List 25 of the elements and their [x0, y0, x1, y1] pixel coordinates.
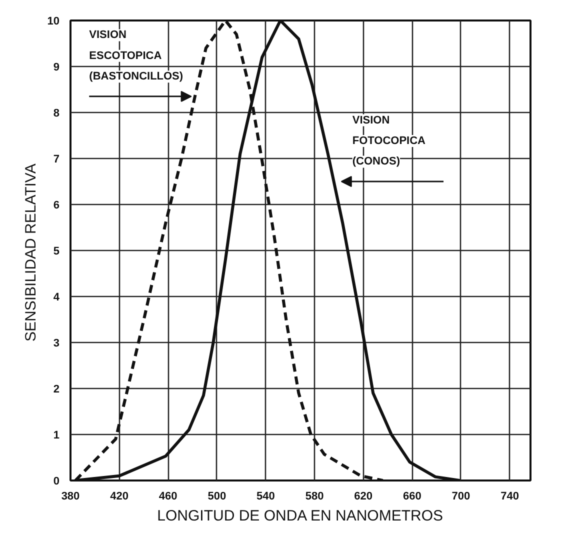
y-tick-label: 4 — [53, 292, 60, 304]
x-tick-label: 540 — [256, 490, 275, 502]
y-tick-label: 5 — [53, 246, 60, 258]
y-tick-label: 9 — [53, 62, 60, 74]
annotation: VISION ESCOTOPICA (BASTONCILLOS) — [89, 29, 184, 83]
x-tick-label: 700 — [452, 490, 470, 502]
x-tick-label: 580 — [305, 490, 324, 502]
y-tick-label: 1 — [53, 430, 60, 442]
x-tick-label: 740 — [500, 490, 519, 502]
x-tick-label: 500 — [208, 490, 226, 502]
y-tick-label: 2 — [53, 384, 60, 396]
x-tick-label: 620 — [354, 490, 373, 502]
y-tick-label: 10 — [47, 16, 60, 28]
y-tick-label: 8 — [53, 108, 60, 120]
x-axis-title: LONGITUD DE ONDA EN NANOMETROS — [157, 508, 444, 524]
x-tick-label: 660 — [402, 490, 422, 502]
y-tick-label: 6 — [53, 200, 60, 212]
y-tick-label: 0 — [53, 476, 60, 488]
x-tick-label: 380 — [61, 490, 80, 502]
y-tick-label: 3 — [53, 338, 60, 350]
x-tick-label: 460 — [158, 490, 178, 502]
x-tick-label: 420 — [110, 490, 128, 502]
annotation: VISION FOTOCOPICA (CONOS) — [352, 114, 426, 168]
y-axis-title: SENSIBILIDAD RELATIVA — [22, 164, 40, 342]
y-tick-label: 7 — [53, 154, 60, 166]
